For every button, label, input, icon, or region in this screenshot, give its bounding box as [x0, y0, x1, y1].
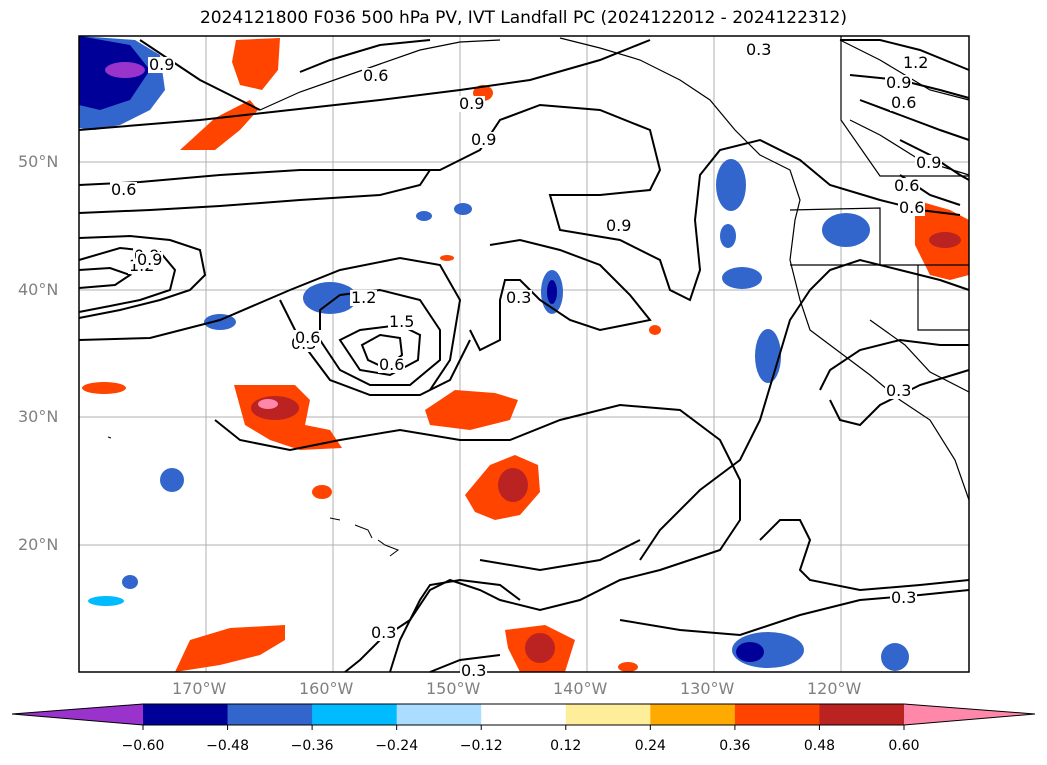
lon-label-150w: 150°W — [426, 679, 481, 698]
hawaiian-islands — [107, 436, 400, 557]
contour-label: 0.9 — [605, 216, 633, 235]
contour-label: 0.3 — [505, 288, 533, 307]
contour-label: 0.9 — [136, 250, 164, 269]
colorbar-tick-label: −0.60 — [121, 738, 165, 754]
lon-label-170w: 170°W — [172, 679, 227, 698]
positive-anomaly-regions — [82, 38, 969, 672]
contour-label: 0.3 — [370, 623, 398, 642]
lat-label-20n: 20°N — [18, 535, 59, 554]
contour-label: 1.2 — [350, 288, 378, 307]
contour-label: 0.6 — [898, 198, 926, 217]
contour-label: 1.2 — [902, 53, 930, 72]
anomaly-offshore-ca — [755, 329, 781, 383]
contour-label: 0.9 — [148, 55, 176, 74]
lon-label-130w: 130°W — [680, 679, 735, 698]
lon-label-160w: 160°W — [299, 679, 354, 698]
colorbar-tick-label: 0.36 — [719, 738, 751, 754]
negative-anomaly-regions — [79, 36, 909, 671]
map-frame-bg — [79, 36, 969, 672]
anomaly-bc-coast — [716, 159, 746, 211]
pv-contours — [78, 39, 970, 673]
contour-label: 0.6 — [893, 176, 921, 195]
map-frame — [78, 35, 970, 673]
contour-label: 0.9 — [470, 130, 498, 149]
colorbar-tick-label: −0.12 — [459, 738, 503, 754]
contour-label: 0.9 — [885, 73, 913, 92]
colorbar-tick-label: 0.48 — [803, 738, 836, 754]
lat-label-30n: 30°N — [18, 407, 59, 426]
colorbar-tick-label: −0.24 — [375, 738, 419, 754]
contour-label: 0.6 — [378, 355, 406, 374]
anomaly-north-pacific — [303, 282, 357, 314]
contour-label: 0.6 — [110, 180, 138, 199]
contour-label: 0.3 — [885, 381, 913, 400]
anomaly-subtropical-central — [425, 390, 518, 430]
anomaly-nw-peak — [105, 62, 145, 78]
colorbar-tick-label: −0.36 — [290, 738, 334, 754]
lat-label-50n: 50°N — [18, 152, 59, 171]
colorbar-tick-label: 0.24 — [634, 738, 666, 754]
lat-label-40n: 40°N — [18, 280, 59, 299]
contour-label: 0.9 — [915, 153, 943, 172]
gridlines — [79, 36, 969, 672]
contour-label: 0.3 — [460, 661, 488, 680]
anomaly-south-west — [175, 625, 285, 672]
map-title: 2024121800 F036 500 hPa PV, IVT Landfall… — [199, 8, 847, 28]
anomaly-aleutian-east — [232, 38, 280, 90]
colorbar-tick-label: 0.60 — [888, 738, 920, 754]
contour-label: 1.5 — [388, 312, 416, 331]
colorbar-tick-label: 0.12 — [550, 738, 582, 754]
contour-label: 0.3 — [890, 588, 918, 607]
lon-label-140w: 140°W — [553, 679, 608, 698]
anomaly-oregon — [822, 213, 870, 247]
contour-label: 0.6 — [294, 328, 322, 347]
contour-label: 0.3 — [745, 40, 773, 59]
contour-label: 0.9 — [458, 94, 486, 113]
contour-label: 0.6 — [890, 93, 918, 112]
contour-label: 0.6 — [362, 66, 390, 85]
lon-label-120w: 120°W — [807, 679, 862, 698]
colorbar-tick-label: −0.48 — [206, 738, 249, 754]
